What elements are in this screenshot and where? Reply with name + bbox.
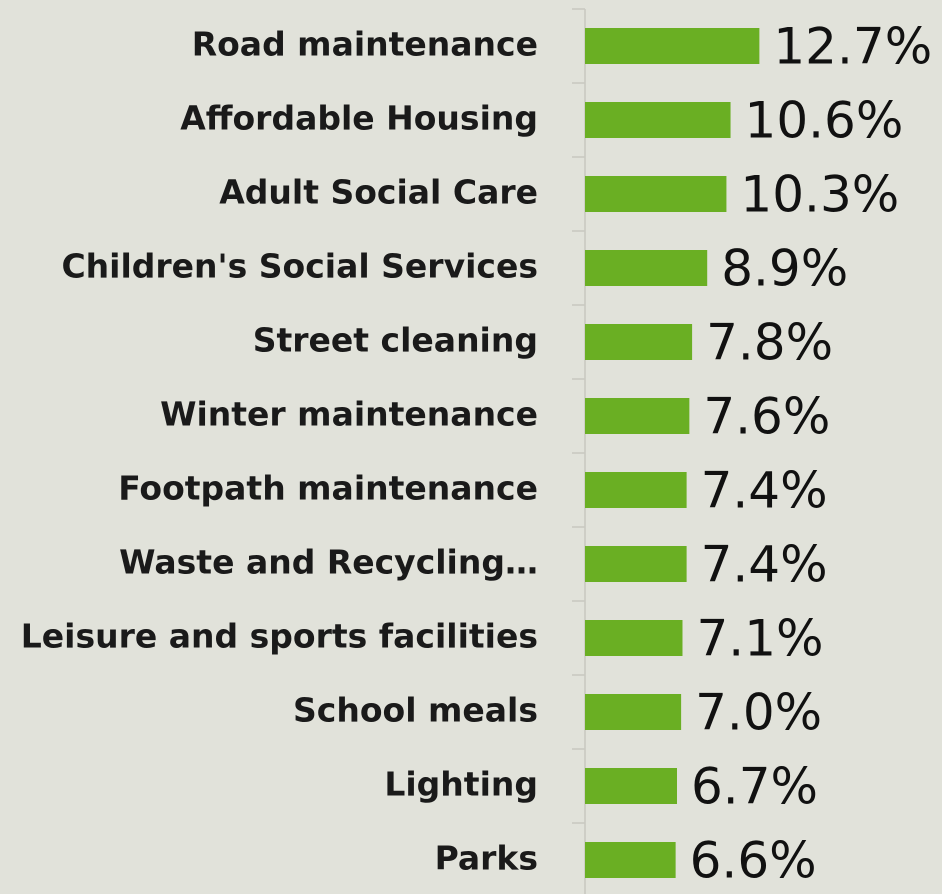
category-label: School meals [293,691,538,730]
value-label: 8.9% [721,240,848,298]
bar [585,546,687,582]
bar [585,28,760,64]
category-label: Children's Social Services [61,247,538,286]
category-label: Parks [435,839,538,878]
bar [585,768,677,804]
bar [585,324,693,360]
bar [585,620,683,656]
category-label: Leisure and sports facilities [21,617,538,656]
category-label: Footpath maintenance [118,469,538,508]
bar [585,250,708,286]
value-label: 7.4% [701,536,828,594]
bar [585,398,690,434]
category-label: Road maintenance [192,25,538,64]
value-label: 6.7% [691,758,818,816]
category-label: Lighting [384,765,538,804]
category-label: Affordable Housing [180,99,538,138]
value-label: 7.1% [696,610,823,668]
value-label: 12.7% [773,18,932,76]
value-label: 7.8% [706,314,833,372]
bar [585,472,687,508]
category-label: Winter maintenance [160,395,538,434]
category-label: Adult Social Care [219,173,538,212]
bar [585,694,682,730]
value-label: 10.3% [740,166,899,224]
value-label: 7.4% [701,462,828,520]
category-label: Waste and Recycling… [119,543,538,582]
value-label: 7.0% [695,684,822,742]
bar [585,102,731,138]
bar [585,842,676,878]
value-label: 6.6% [690,832,817,890]
value-label: 7.6% [703,388,830,446]
category-label: Street cleaning [253,321,538,360]
value-label: 10.6% [745,92,904,150]
bar [585,176,727,212]
